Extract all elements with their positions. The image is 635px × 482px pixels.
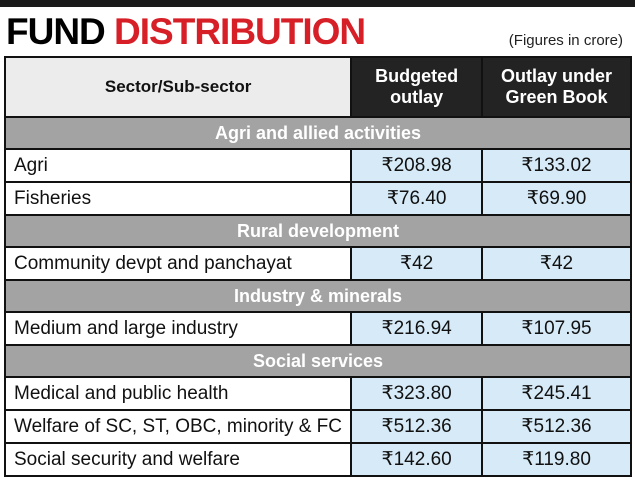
top-bar <box>0 0 635 7</box>
table-body: Sector/Sub-sector Budgeted outlay Outlay u… <box>6 58 630 475</box>
value-cell: ₹133.02 <box>483 150 630 181</box>
data-row: Community devpt and panchayat ₹42 ₹42 <box>6 248 630 279</box>
section-title: Social services <box>6 346 630 376</box>
value-cell: ₹142.60 <box>352 444 482 475</box>
row-label: Social security and welfare <box>6 444 351 475</box>
value-cell: ₹42 <box>483 248 630 279</box>
value-cell: ₹76.40 <box>352 183 482 214</box>
value-cell: ₹119.80 <box>483 444 630 475</box>
value-cell: ₹245.41 <box>483 378 630 409</box>
row-label: Fisheries <box>6 183 351 214</box>
section-row: Industry & minerals <box>6 281 630 311</box>
value-cell: ₹323.80 <box>352 378 482 409</box>
data-row: Medium and large industry ₹216.94 ₹107.95 <box>6 313 630 344</box>
column-header: Sector/Sub-sector <box>6 58 351 116</box>
data-row: Social security and welfare ₹142.60 ₹119.8… <box>6 444 630 475</box>
value-cell: ₹107.95 <box>483 313 630 344</box>
column-header: Budgeted outlay <box>352 58 482 116</box>
row-label: Medium and large industry <box>6 313 351 344</box>
row-label: Welfare of SC, ST, OBC, minority & FC <box>6 411 351 442</box>
header-row: Sector/Sub-sector Budgeted outlay Outlay u… <box>6 58 630 116</box>
title-red: DISTRIBUTION <box>114 11 366 52</box>
section-row: Rural development <box>6 216 630 246</box>
title-black: FUND <box>6 11 106 52</box>
data-row: Fisheries ₹76.40 ₹69.90 <box>6 183 630 214</box>
value-cell: ₹69.90 <box>483 183 630 214</box>
table: Sector/Sub-sector Budgeted outlay Outlay u… <box>4 56 632 477</box>
title: FUND DISTRIBUTION <box>6 11 366 52</box>
column-header: Outlay under Green Book <box>483 58 630 116</box>
value-cell: ₹512.36 <box>352 411 482 442</box>
section-title: Industry & minerals <box>6 281 630 311</box>
data-row: Medical and public health ₹323.80 ₹245.41 <box>6 378 630 409</box>
row-label: Medical and public health <box>6 378 351 409</box>
row-label: Community devpt and panchayat <box>6 248 351 279</box>
value-cell: ₹208.98 <box>352 150 482 181</box>
value-cell: ₹216.94 <box>352 313 482 344</box>
section-row: Social services <box>6 346 630 376</box>
value-cell: ₹42 <box>352 248 482 279</box>
data-row: Welfare of SC, ST, OBC, minority & FC ₹51… <box>6 411 630 442</box>
section-title: Rural development <box>6 216 630 246</box>
data-row: Agri ₹208.98 ₹133.02 <box>6 150 630 181</box>
row-label: Agri <box>6 150 351 181</box>
section-row: Agri and allied activities <box>6 118 630 148</box>
value-cell: ₹512.36 <box>483 411 630 442</box>
section-title: Agri and allied activities <box>6 118 630 148</box>
note: (Figures in crore) <box>508 32 623 49</box>
